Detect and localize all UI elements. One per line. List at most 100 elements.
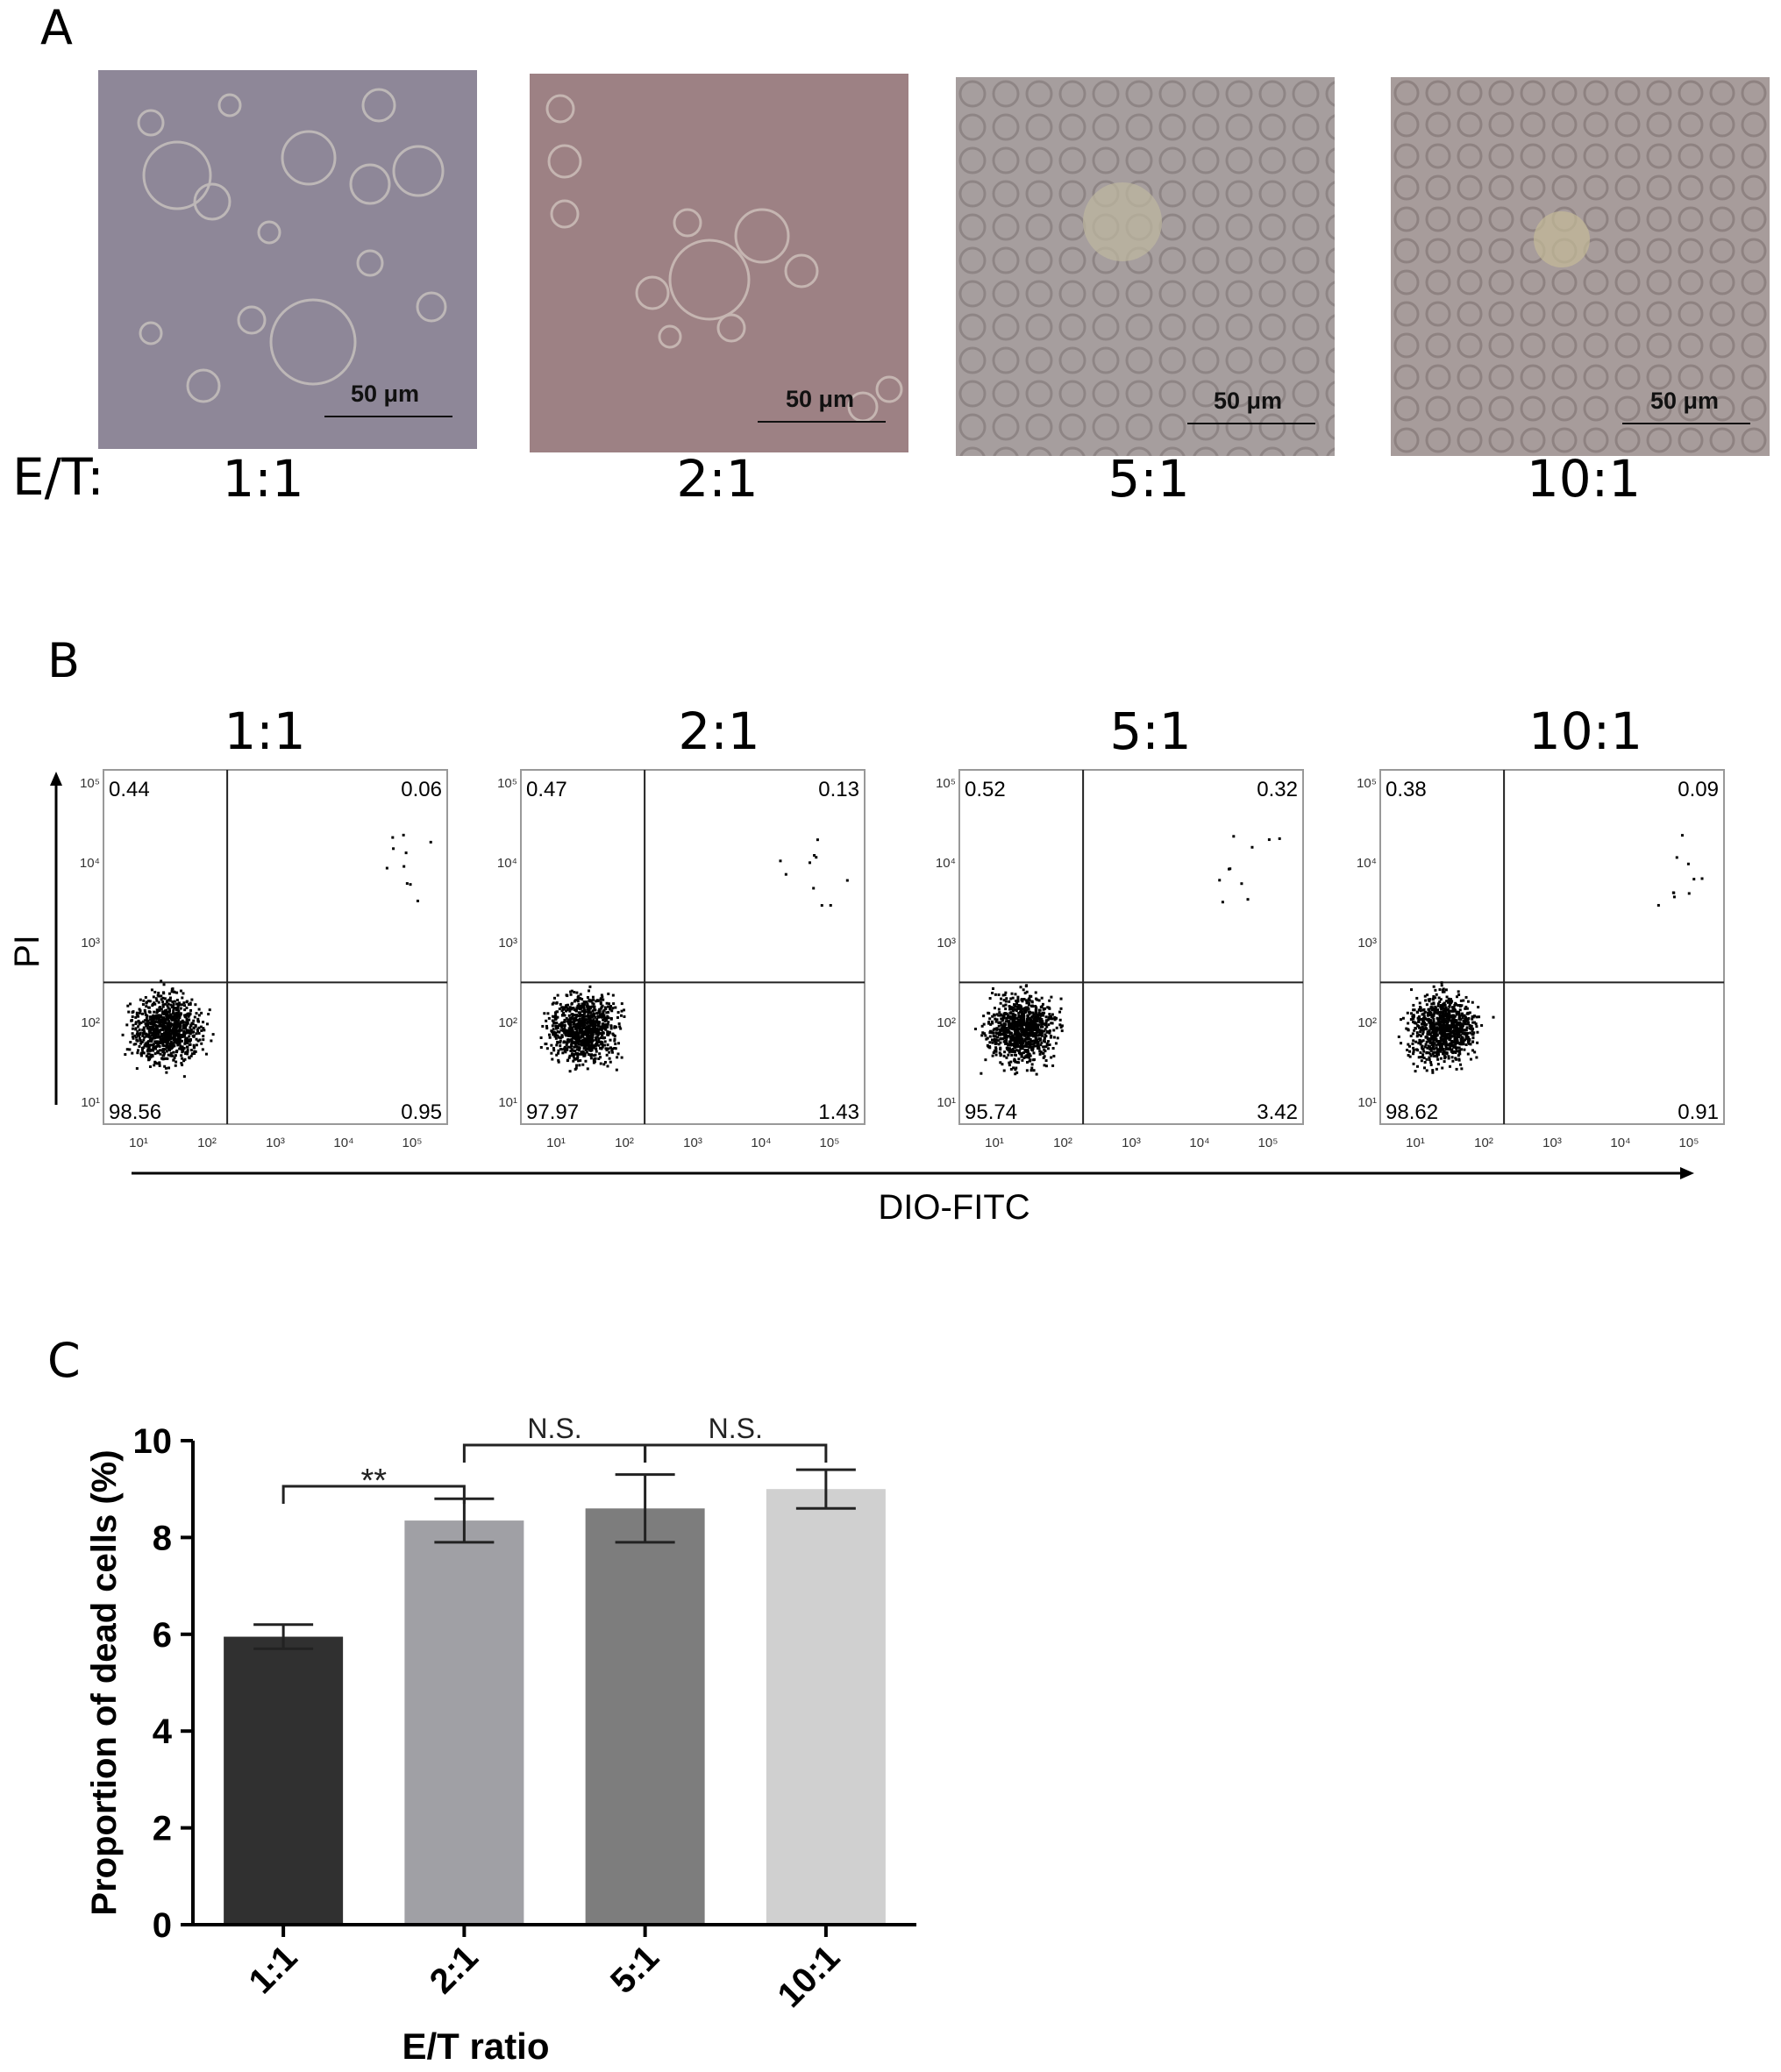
flow-event [1431, 1052, 1435, 1056]
flow-event [1019, 1043, 1022, 1047]
flow-event [1003, 1036, 1007, 1040]
flow-event [1470, 1027, 1473, 1030]
flow-event [607, 992, 610, 995]
flow-event [1415, 1031, 1419, 1035]
flow-event [1427, 1014, 1430, 1017]
flow-event [994, 1047, 998, 1050]
flow-event [595, 1043, 598, 1047]
flow-event [1455, 1036, 1458, 1039]
flow-event [1031, 1022, 1035, 1025]
significance-bracket [462, 1443, 647, 1463]
flow-event [1017, 1051, 1021, 1055]
flow-event [1025, 1045, 1029, 1049]
flow-event [995, 1028, 999, 1031]
flow-event [137, 1025, 140, 1029]
flow-event [1013, 1057, 1016, 1061]
flow-event [1048, 1017, 1051, 1021]
flow-event [154, 1023, 158, 1027]
flow-event [1412, 1039, 1415, 1043]
flow-event [151, 1032, 154, 1036]
flow-event [605, 1024, 609, 1028]
flow-event [595, 1012, 599, 1015]
flow-event [994, 1041, 998, 1044]
flow-event [181, 1045, 184, 1049]
flow-event [570, 1016, 573, 1020]
flow-event [599, 1002, 602, 1006]
flow-event [196, 1039, 200, 1043]
flow-event [186, 1019, 189, 1022]
flow-event [1433, 1054, 1436, 1057]
flow-event [1019, 1004, 1022, 1008]
flow-event [1450, 1006, 1454, 1009]
flow-event [1436, 1063, 1440, 1066]
flow-event [813, 854, 816, 858]
flow-event [555, 1043, 559, 1047]
flow-event [163, 1036, 167, 1039]
flow-event [993, 1013, 996, 1016]
x-tick-label: 10⁴ [1189, 1136, 1209, 1150]
flow-event [1016, 1031, 1020, 1035]
flow-event [188, 1014, 191, 1017]
flow-event [1443, 1029, 1446, 1033]
flow-event [550, 1029, 553, 1033]
flow-event [1475, 1056, 1478, 1059]
flow-event [1015, 1029, 1019, 1032]
flow-event [151, 1002, 154, 1006]
flow-event [162, 1011, 166, 1015]
flow-event [1441, 1037, 1444, 1041]
flow-event [168, 1032, 172, 1036]
flow-event [1421, 1047, 1424, 1050]
flow-event [1020, 1028, 1023, 1031]
y-tick-label: 10² [81, 1015, 100, 1030]
flow-event [1428, 1058, 1431, 1062]
flow-event [992, 1035, 995, 1038]
flow-event [612, 1002, 616, 1006]
flow-event [183, 1034, 187, 1037]
flow-event [589, 1021, 593, 1024]
flow-event [1438, 1029, 1442, 1032]
flow-event [1426, 1030, 1429, 1034]
flow-event [988, 1041, 992, 1044]
flow-event [139, 998, 142, 1001]
flow-event [1455, 1029, 1458, 1032]
flow-event [1464, 995, 1468, 999]
flow-event [145, 1035, 148, 1038]
flow-event [605, 1001, 609, 1005]
flow-event [570, 1002, 573, 1006]
flow-event [999, 1053, 1002, 1057]
flow-event [991, 1038, 994, 1042]
flow-event [1029, 1069, 1033, 1072]
flow-event [553, 996, 557, 1000]
flow-event [1026, 1021, 1029, 1024]
flow-event [585, 1034, 588, 1037]
flow-event [188, 1035, 191, 1038]
flow-event [573, 991, 576, 994]
flow-event [1000, 1028, 1003, 1031]
flow-event [575, 1022, 579, 1026]
flow-event [161, 1029, 165, 1032]
flow-event [604, 1047, 608, 1050]
flow-event [597, 1024, 601, 1028]
flow-event [1421, 1016, 1425, 1020]
flow-event [1451, 1059, 1455, 1063]
flow-event [143, 1030, 146, 1034]
flow-event [184, 1051, 188, 1055]
flow-event [571, 1036, 574, 1039]
flow-event [587, 1040, 590, 1043]
y-tick-label: 4 [153, 1712, 173, 1751]
flow-event [1414, 1022, 1417, 1025]
flow-event [150, 1043, 153, 1047]
x-tick-label: 10⁵ [1258, 1136, 1279, 1150]
flow-event [1407, 1043, 1410, 1046]
flow-event [602, 1014, 606, 1017]
micro-ratio-1: 1:1 [222, 449, 304, 509]
flow-event [997, 1031, 1001, 1035]
flow-event [566, 1007, 569, 1010]
flow-event [1015, 1033, 1019, 1036]
flow-event [1437, 996, 1441, 1000]
flow-event [1035, 1024, 1038, 1028]
flow-event [183, 1014, 187, 1017]
flow-event [1044, 1033, 1047, 1036]
flow-event [1008, 1005, 1011, 1008]
flow-event [162, 1044, 166, 1048]
